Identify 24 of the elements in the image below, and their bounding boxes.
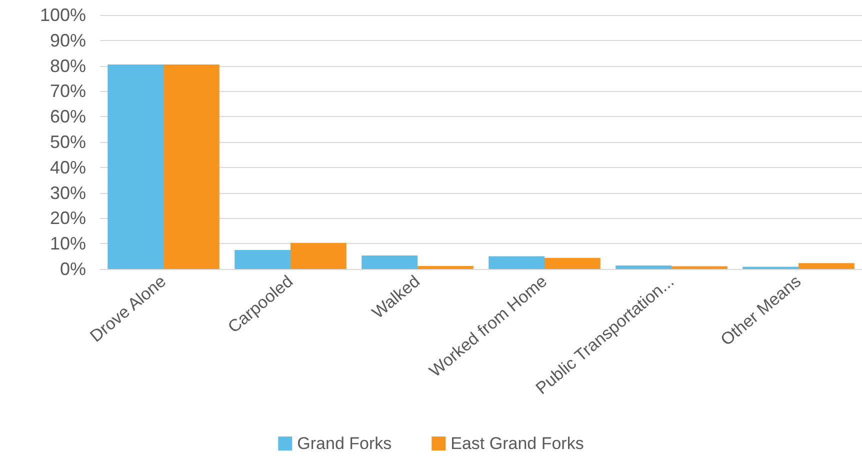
y-tick-label: 0% [60, 259, 86, 279]
bar [164, 64, 220, 269]
bar [798, 263, 854, 269]
bar [544, 258, 600, 269]
bar [234, 250, 290, 269]
y-tick-label: 100% [40, 5, 86, 25]
bar [108, 64, 164, 269]
legend-label: East Grand Forks [450, 434, 584, 453]
y-tick-label: 60% [50, 106, 86, 127]
legend-label: Grand Forks [297, 434, 392, 453]
bar [672, 266, 728, 269]
bar [290, 242, 346, 269]
y-tick-label: 90% [50, 30, 86, 50]
bar [488, 256, 544, 269]
y-tick-label: 40% [50, 157, 86, 178]
y-tick-label: 10% [50, 234, 86, 254]
y-tick-label: 30% [50, 182, 86, 203]
bar [362, 256, 418, 269]
y-tick-label: 50% [50, 132, 86, 152]
bar [418, 266, 474, 269]
y-tick-label: 20% [50, 208, 86, 228]
bar [616, 265, 672, 269]
y-tick-label: 70% [50, 81, 86, 102]
y-tick-label: 80% [50, 56, 86, 76]
